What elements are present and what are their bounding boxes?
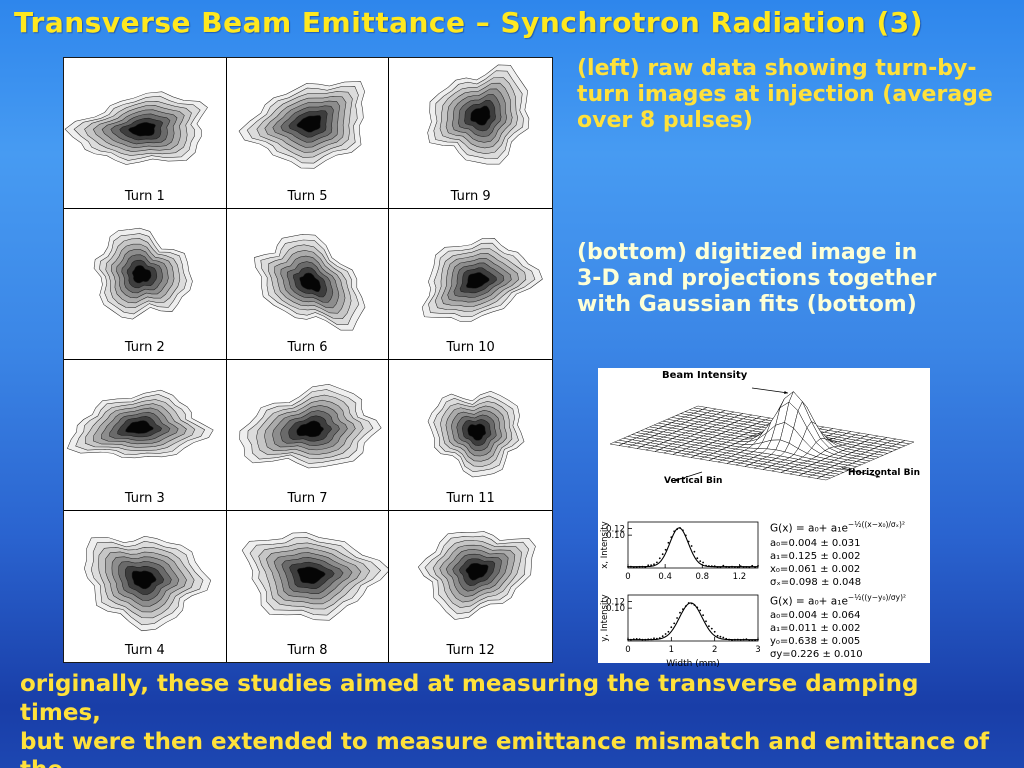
turn-label: Turn 7	[287, 491, 328, 506]
turn-images-grid: Turn 1 Turn 5 Turn 9 Turn 2 Turn 6 Turn 10 Tur…	[64, 58, 552, 662]
horizontal-bin-label: Horizontal Bin	[847, 468, 920, 478]
turn-images-panel: Turn 1 Turn 5 Turn 9 Turn 2 Turn 6 Turn 10 Tur…	[63, 57, 553, 663]
turn-cell: Turn 11	[389, 360, 552, 511]
gaussian-formula: G(x) = a₀+ a₁e−½((x−x₀)/σₓ)²	[770, 520, 905, 535]
projection-plot-y: 0.120.10 0 1 2 3 y, Intensity Width (mm)	[600, 594, 761, 669]
turn-cell: Turn 2	[64, 209, 227, 360]
fit-param: σₓ=0.098 ± 0.048	[770, 576, 862, 588]
mesh-area: Beam Intensity Vertical Bin Horizontal B…	[598, 368, 930, 516]
svg-text:y, Intensity: y, Intensity	[600, 594, 610, 641]
turn-label: Turn 1	[124, 189, 165, 204]
turn-cell: Turn 6	[226, 209, 390, 360]
turn-cell: Turn 10	[389, 209, 552, 360]
projection-row: 0.12 0.10 0 1 2 3 y, Intensity Width (mm) G(x) =…	[598, 589, 930, 671]
svg-text:0.12: 0.12	[606, 525, 625, 535]
projection-row: 0.12 0.10 0 0.4 0.8 1.2 x, Intensity G(x) = a₀+…	[598, 516, 930, 589]
caption-digitized: (bottom) digitized image in 3-D and proj…	[577, 240, 937, 317]
fit-param: a₁=0.125 ± 0.002	[770, 550, 861, 562]
fit-param: σy=0.226 ± 0.010	[770, 649, 863, 660]
turn-label: Turn 10	[446, 340, 495, 355]
turn-label: Turn 5	[287, 189, 328, 204]
svg-text:0.10: 0.10	[606, 604, 625, 614]
svg-text:x, Intensity: x, Intensity	[600, 521, 610, 568]
turn-cell: Turn 8	[227, 511, 390, 662]
svg-text:0.4: 0.4	[658, 572, 672, 580]
fit-param: a₁=0.011 ± 0.002	[770, 623, 861, 634]
summary-text: originally, these studies aimed at measu…	[20, 670, 1000, 768]
digitized-figure: Beam Intensity Vertical Bin Horizontal B…	[598, 368, 930, 669]
svg-text:0: 0	[625, 572, 630, 580]
turn-cell: Turn 1	[64, 58, 227, 209]
vertical-bin-label: Vertical Bin	[664, 476, 723, 486]
fit-param: y₀=0.638 ± 0.005	[770, 636, 861, 647]
svg-text:2: 2	[712, 645, 717, 655]
turn-cell: Turn 4	[64, 511, 227, 662]
fit-param: a₀=0.004 ± 0.031	[770, 537, 861, 549]
turn-label: Turn 6	[287, 340, 328, 355]
slide-title: Transverse Beam Emittance – Synchrotron …	[14, 6, 924, 39]
svg-text:0.10: 0.10	[606, 531, 625, 541]
svg-text:0.8: 0.8	[696, 572, 710, 580]
svg-text:0: 0	[625, 645, 630, 655]
svg-text:3: 3	[755, 645, 760, 655]
turn-cell: Turn 7	[226, 360, 390, 511]
turn-cell: Turn 12	[389, 511, 552, 662]
turn-label: Turn 11	[446, 491, 495, 506]
summary-line: but were then extended to measure emitta…	[20, 728, 990, 768]
gaussian-formula: G(x) = a₀+ a₁e−½((y−y₀)/σy)²	[770, 592, 907, 608]
gaussian-fit-text: G(x) = a₀+ a₁e−½((y−y₀)/σy)² a₀=0.004 ± 0…	[770, 589, 926, 662]
svg-text:1: 1	[669, 645, 674, 655]
svg-text:Width (mm): Width (mm)	[666, 659, 720, 669]
turn-cell: Turn 5	[226, 58, 390, 209]
summary-line: originally, these studies aimed at measu…	[20, 671, 919, 726]
turn-label: Turn 9	[450, 189, 491, 204]
turn-label: Turn 2	[124, 340, 165, 355]
mesh-plot	[609, 387, 915, 482]
projection-plots: 0.12 0.10 0 0.4 0.8 1.2 x, Intensity G(x) = a₀+…	[598, 516, 930, 671]
gaussian-fit-text: G(x) = a₀+ a₁e−½((x−x₀)/σₓ)² a₀=0.004 ± 0…	[770, 516, 926, 589]
fit-param: x₀=0.061 ± 0.002	[770, 563, 861, 575]
turn-label: Turn 8	[287, 643, 328, 658]
turn-label: Turn 3	[124, 491, 165, 506]
turn-cell: Turn 3	[64, 360, 227, 511]
fit-param: a₀=0.004 ± 0.064	[770, 610, 861, 621]
projection-plot-x: 0.120.10 0 0.4 0.8 1.2 x, Intensity	[600, 521, 759, 580]
mesh-title: Beam Intensity	[662, 370, 748, 381]
turn-cell: Turn 9	[389, 58, 552, 209]
turn-label: Turn 12	[446, 643, 495, 658]
caption-raw-data: (left) raw data showing turn-by-turn ima…	[577, 56, 993, 133]
turn-label: Turn 4	[124, 643, 165, 658]
svg-text:1.2: 1.2	[733, 572, 747, 580]
svg-text:0.12: 0.12	[606, 597, 625, 607]
